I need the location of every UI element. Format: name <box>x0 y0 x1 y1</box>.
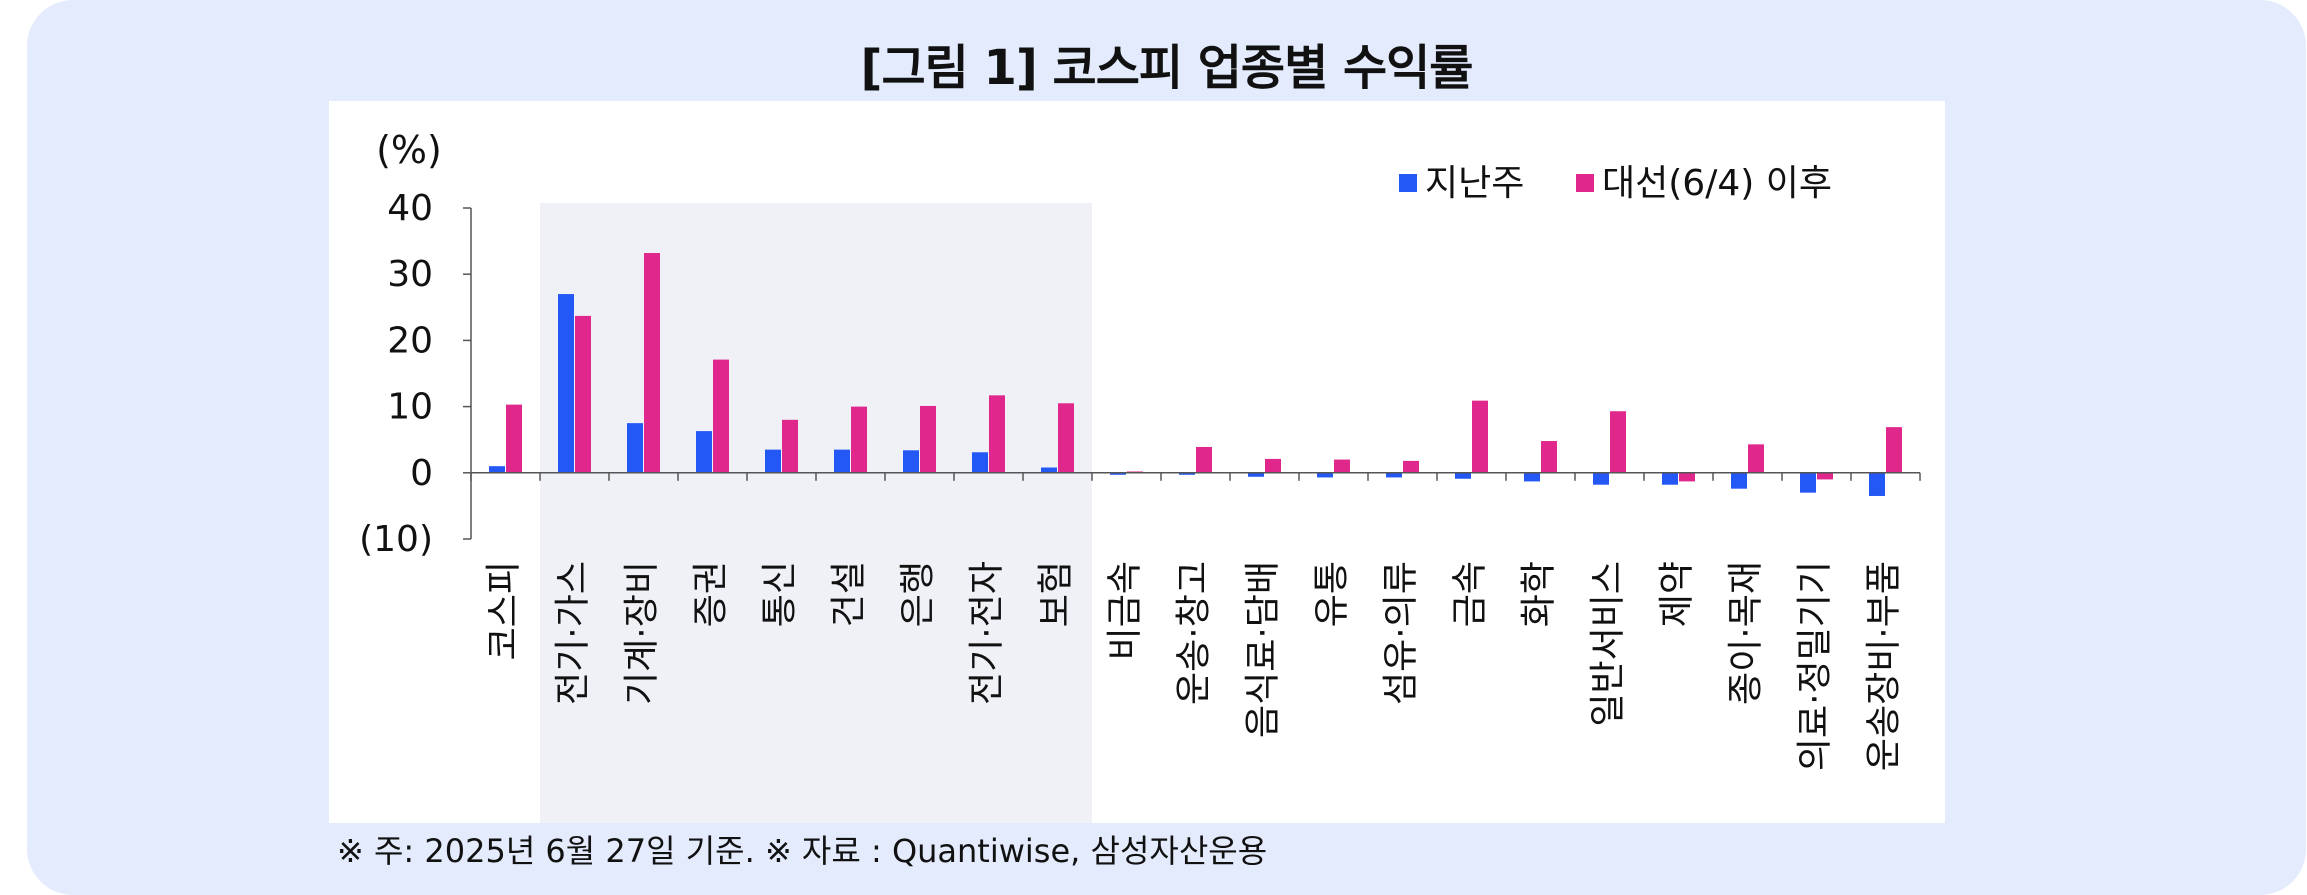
bar-last-week <box>1386 472 1402 478</box>
bar-last-week <box>1248 472 1264 477</box>
y-tick-label: 0 <box>410 453 433 494</box>
bar-last-week <box>627 423 643 473</box>
y-tick-label: 30 <box>387 254 433 295</box>
chart-area: 40 30 20 10 0 (10) (%) 코스피 전기·가스 기계·장비 증권 통신 건설 은행 전기·… <box>329 101 1945 823</box>
bar-last-week <box>1731 472 1747 489</box>
bar-last-week <box>1041 467 1057 473</box>
bar-chart: 40 30 20 10 0 (10) (%) 코스피 전기·가스 기계·장비 증권 통신 건설 은행 전기·… <box>359 128 1921 823</box>
y-tick-label: 10 <box>387 387 433 428</box>
category-label: 전기·가스 <box>553 561 594 705</box>
bar-since-election <box>506 404 522 473</box>
bar-since-election <box>1403 460 1419 473</box>
bar-last-week <box>558 294 574 473</box>
category-label: 기계·장비 <box>622 561 663 705</box>
bar-since-election <box>1058 403 1074 473</box>
bar-since-election <box>1334 459 1350 473</box>
legend-label-since-election: 대선(6/4) 이후 <box>1602 163 1832 204</box>
bar-last-week <box>1110 472 1126 475</box>
bar-since-election <box>1679 472 1695 482</box>
bar-last-week <box>696 431 712 473</box>
y-axis-unit: (%) <box>376 128 442 172</box>
bar-since-election <box>713 359 729 473</box>
bar-since-election <box>1748 444 1764 473</box>
category-label: 통신 <box>760 561 801 627</box>
category-label: 건설 <box>829 561 870 627</box>
category-label: 보험 <box>1036 561 1077 627</box>
bar-since-election <box>575 315 591 473</box>
bar-since-election <box>851 406 867 473</box>
category-label: 종이·목재 <box>1726 561 1767 705</box>
bar-since-election <box>1265 458 1281 473</box>
bar-since-election <box>1886 427 1902 473</box>
bar-last-week <box>1593 472 1609 485</box>
bar-last-week <box>972 452 988 473</box>
category-label: 은행 <box>898 561 939 627</box>
bar-last-week <box>1524 472 1540 482</box>
legend-label-last-week: 지난주 <box>1425 163 1524 204</box>
category-label: 유통 <box>1312 561 1353 627</box>
bar-since-election <box>1472 400 1488 473</box>
category-label: 제약 <box>1657 561 1698 627</box>
bar-last-week <box>1662 472 1678 485</box>
bar-last-week <box>1800 472 1816 493</box>
bar-last-week <box>765 449 781 473</box>
y-tick-label: 40 <box>387 188 433 229</box>
footnote: ※ 주: 2025년 6월 27일 기준. ※ 자료 : Quantiwise,… <box>337 832 1268 870</box>
category-label: 섬유·의류 <box>1381 561 1422 705</box>
legend-swatch-since-election <box>1576 174 1594 192</box>
bar-since-election <box>1541 441 1557 473</box>
bar-last-week <box>1869 472 1885 496</box>
bar-since-election <box>644 253 660 473</box>
category-label: 증권 <box>691 561 732 627</box>
bar-since-election <box>782 419 798 473</box>
category-label: 전기·전자 <box>967 561 1008 705</box>
bar-last-week <box>489 466 505 473</box>
bar-since-election <box>1196 446 1212 473</box>
category-label: 비금속 <box>1105 561 1146 660</box>
category-label: 일반서비스 <box>1588 561 1629 727</box>
legend-swatch-last-week <box>1399 174 1417 192</box>
category-label: 운송·창고 <box>1174 561 1215 705</box>
category-label: 화학 <box>1519 561 1560 627</box>
bar-since-election <box>1610 411 1626 473</box>
bar-since-election <box>1817 472 1833 480</box>
bar-last-week <box>903 450 919 473</box>
category-label: 의료·정밀기기 <box>1795 561 1836 771</box>
bar-since-election <box>989 395 1005 473</box>
y-tick-label: (10) <box>359 519 433 560</box>
y-tick-label: 20 <box>387 320 433 361</box>
bar-last-week <box>1317 472 1333 478</box>
highlight-band <box>540 203 1092 823</box>
bar-last-week <box>1455 472 1471 479</box>
bar-last-week <box>1179 472 1195 475</box>
bar-since-election <box>920 405 936 473</box>
category-label: 금속 <box>1450 561 1491 627</box>
bar-last-week <box>834 449 850 473</box>
category-label: 운송장비·부품 <box>1864 561 1905 771</box>
category-label: 코스피 <box>484 561 525 660</box>
category-label: 음식료·담배 <box>1243 561 1284 738</box>
figure-title: [그림 1] 코스피 업종별 수익률 <box>860 40 1474 96</box>
